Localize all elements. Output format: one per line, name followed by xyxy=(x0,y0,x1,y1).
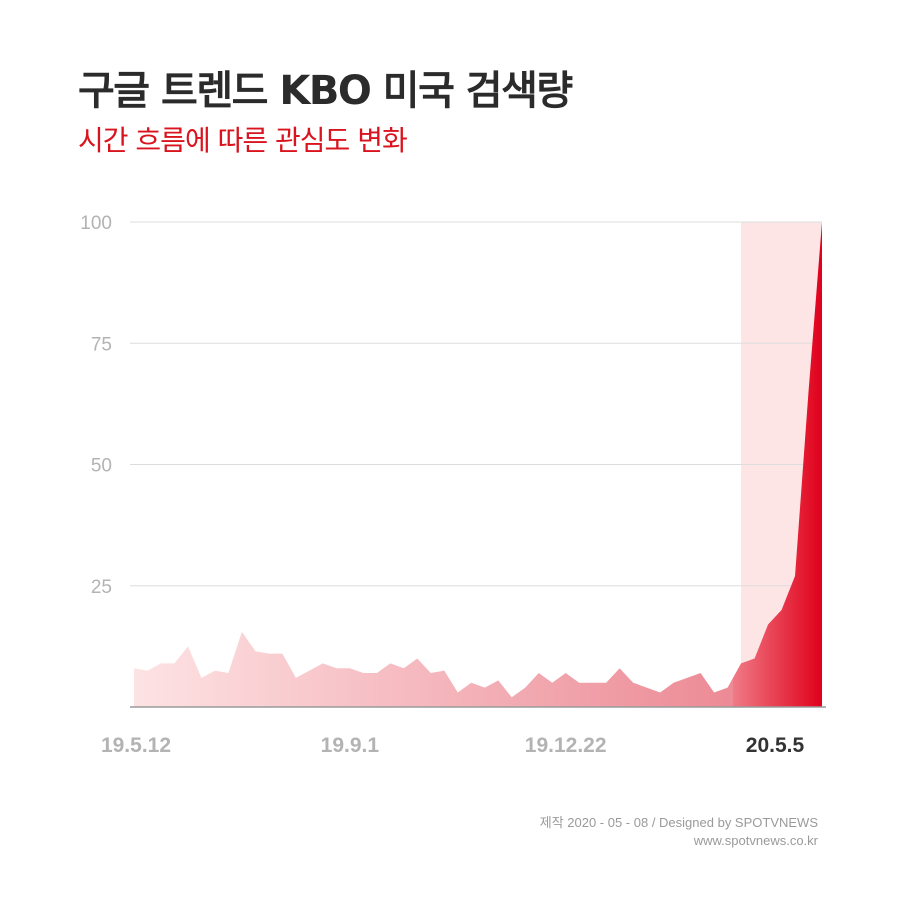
chart-subtitle: 시간 흐름에 따른 관심도 변화 xyxy=(78,124,408,157)
y-tick-label: 100 xyxy=(80,213,112,234)
x-tick-label: 20.5.5 xyxy=(746,734,805,757)
series-area-highlight xyxy=(733,222,822,707)
y-tick-label: 25 xyxy=(91,577,112,598)
chart-footer: 제작 2020 - 05 - 08 / Designed by SPOTVNEW… xyxy=(540,814,818,850)
x-tick-label: 19.9.1 xyxy=(321,734,380,757)
y-tick-label: 50 xyxy=(91,456,112,477)
chart-title: 구글 트렌드 KBO 미국 검색량 xyxy=(78,68,573,114)
series-area xyxy=(134,631,733,707)
y-tick-label: 75 xyxy=(91,334,112,355)
credit-text: 제작 2020 - 05 - 08 / Designed by SPOTVNEW… xyxy=(539,815,818,830)
x-tick-label: 19.5.12 xyxy=(101,734,171,757)
source-url: www.spotvnews.co.kr xyxy=(693,833,818,848)
x-tick-label: 19.12.22 xyxy=(525,734,607,757)
